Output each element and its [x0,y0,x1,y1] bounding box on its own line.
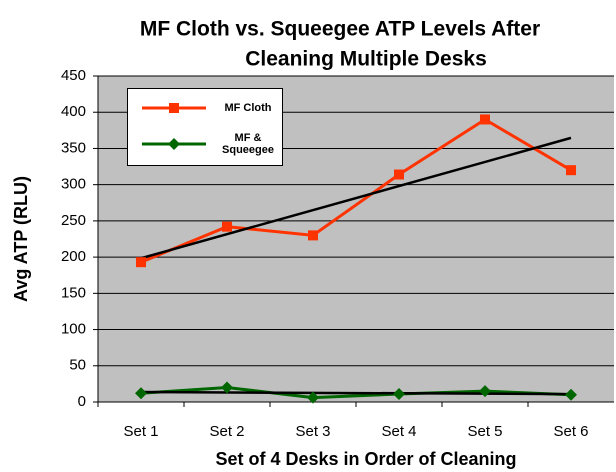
legend-marker [168,138,180,150]
y-tick-label: 150 [61,284,86,301]
y-tick-label: 100 [61,321,86,338]
marker [393,388,405,401]
marker [222,221,232,232]
marker [565,388,577,401]
marker [566,165,576,176]
marker [136,257,146,268]
x-tick-label: Set 2 [209,423,244,440]
trendline [140,136,572,260]
marker [394,169,404,180]
marker [221,381,233,394]
marker [135,387,147,400]
y-tick-label: 350 [61,139,86,156]
legend-swatch [142,138,206,150]
legend-item: MF Cloth [128,93,282,123]
legend-label: MF & Squeegee [222,132,274,156]
series-line [140,117,572,264]
y-axis-label: Avg ATP (RLU) [11,176,31,302]
x-tick-label: Set 6 [553,423,588,440]
marker [308,230,318,241]
marker [479,385,491,398]
x-tick-label: Set 4 [381,423,416,440]
x-tick-label: Set 3 [295,423,330,440]
y-tick-label: 50 [69,357,86,374]
marker [480,114,490,125]
y-tick-label: 200 [61,248,86,265]
chart-title: Cleaning Multiple Desks [245,48,487,71]
y-tick-label: 250 [61,212,86,229]
y-tick-label: 300 [61,176,86,193]
legend: MF Cloth MF & Squeegee [127,88,283,166]
y-tick-label: 450 [61,67,86,84]
x-tick-label: Set 5 [467,423,502,440]
y-tick-label: 400 [61,103,86,120]
chart-title: MF Cloth vs. Squeegee ATP Levels After [140,18,540,41]
legend-swatch [142,103,206,113]
legend-marker [169,103,179,113]
x-axis-label: Set of 4 Desks in Order of Cleaning [215,449,516,469]
legend-item: MF & Squeegee [128,129,282,159]
legend-label: MF Cloth [224,102,272,114]
series-line [140,386,572,400]
trendline [140,390,572,396]
x-tick-label: Set 1 [123,423,158,440]
marker [307,391,319,404]
y-tick-label: 0 [78,393,86,410]
